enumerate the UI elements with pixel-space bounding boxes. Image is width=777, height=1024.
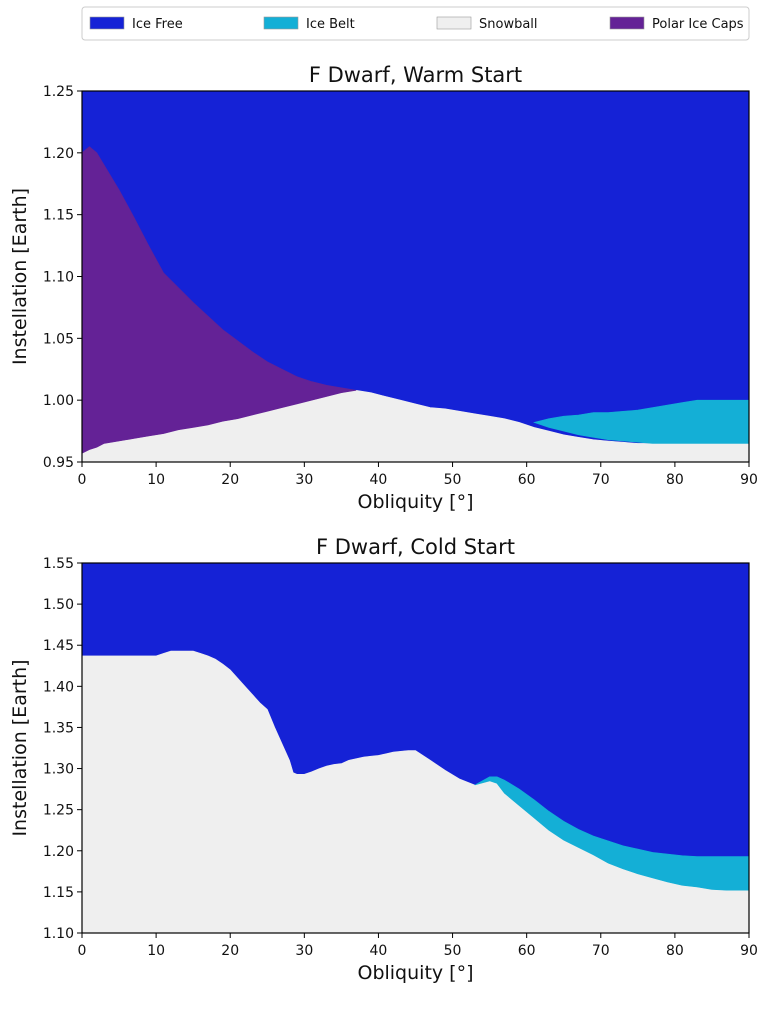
y-tick-label: 1.30 (43, 762, 74, 778)
legend-swatch-ice-free (89, 16, 125, 30)
y-tick-label: 1.20 (43, 844, 74, 860)
legend-swatch-snowball (436, 16, 472, 30)
y-tick-label: 1.15 (43, 208, 74, 224)
x-tick-label: 60 (518, 472, 536, 488)
y-tick-label: 1.10 (43, 270, 74, 286)
chart-title: F Dwarf, Warm Start (309, 63, 522, 87)
y-tick-label: 1.25 (43, 803, 74, 819)
legend-swatch-polar-ice-caps (609, 16, 645, 30)
x-axis-label: Obliquity [°] (357, 491, 473, 513)
y-tick-label: 1.25 (43, 84, 74, 100)
x-tick-label: 10 (147, 943, 165, 959)
x-tick-label: 0 (78, 472, 87, 488)
y-tick-label: 1.55 (43, 556, 74, 572)
y-tick-label: 1.20 (43, 146, 74, 162)
x-axis-label: Obliquity [°] (357, 962, 473, 984)
x-tick-label: 50 (444, 472, 462, 488)
legend-swatch-ice-belt (263, 16, 299, 30)
y-axis-label: Instellation [Earth] (9, 188, 31, 365)
x-tick-label: 50 (444, 943, 462, 959)
y-tick-label: 1.10 (43, 926, 74, 942)
x-tick-label: 20 (221, 943, 239, 959)
x-tick-label: 70 (592, 943, 610, 959)
x-tick-label: 80 (666, 943, 684, 959)
y-axis-label: Instellation [Earth] (9, 659, 31, 836)
x-tick-label: 30 (295, 472, 313, 488)
x-tick-label: 80 (666, 472, 684, 488)
legend-label-ice-belt: Ice Belt (306, 17, 355, 32)
legend: Ice Free Ice Belt Snowball Polar Ice Caps (81, 6, 750, 41)
y-tick-label: 1.00 (43, 393, 74, 409)
chart-panel-cold-start: 0 10 20 30 40 50 60 70 80 90 1.10 1.15 1.20 1.25 1.30 1… (9, 535, 758, 984)
legend-label-ice-free: Ice Free (132, 17, 183, 32)
x-tick-label: 40 (370, 472, 388, 488)
y-tick-label: 1.50 (43, 597, 74, 613)
y-tick-label: 0.95 (43, 455, 74, 471)
y-tick-label: 1.35 (43, 720, 74, 736)
x-tick-label: 40 (370, 943, 388, 959)
x-tick-label: 70 (592, 472, 610, 488)
x-tick-label: 20 (221, 472, 239, 488)
plot-frame (81, 562, 750, 934)
legend-label-polar-ice-caps: Polar Ice Caps (652, 17, 744, 32)
y-tick-label: 1.05 (43, 331, 74, 347)
legend-frame (81, 6, 750, 41)
y-tick-label: 1.15 (43, 885, 74, 901)
y-tick-label: 1.45 (43, 638, 74, 654)
region-polar-ice-caps (82, 146, 357, 454)
chart-title: F Dwarf, Cold Start (316, 535, 515, 559)
y-tick-label: 1.40 (43, 679, 74, 695)
region-ice-belt (533, 399, 749, 444)
region-ice-belt (474, 776, 749, 891)
x-tick-label: 10 (147, 472, 165, 488)
x-tick-label: 30 (295, 943, 313, 959)
chart-panel-warm-start: 0 10 20 30 40 50 60 70 80 90 0.95 1.00 1.05 1.10 1.15 1… (9, 63, 758, 513)
x-tick-label: 90 (740, 943, 758, 959)
x-tick-label: 0 (78, 943, 87, 959)
legend-label-snowball: Snowball (479, 17, 538, 32)
x-tick-label: 90 (740, 472, 758, 488)
x-tick-label: 60 (518, 943, 536, 959)
